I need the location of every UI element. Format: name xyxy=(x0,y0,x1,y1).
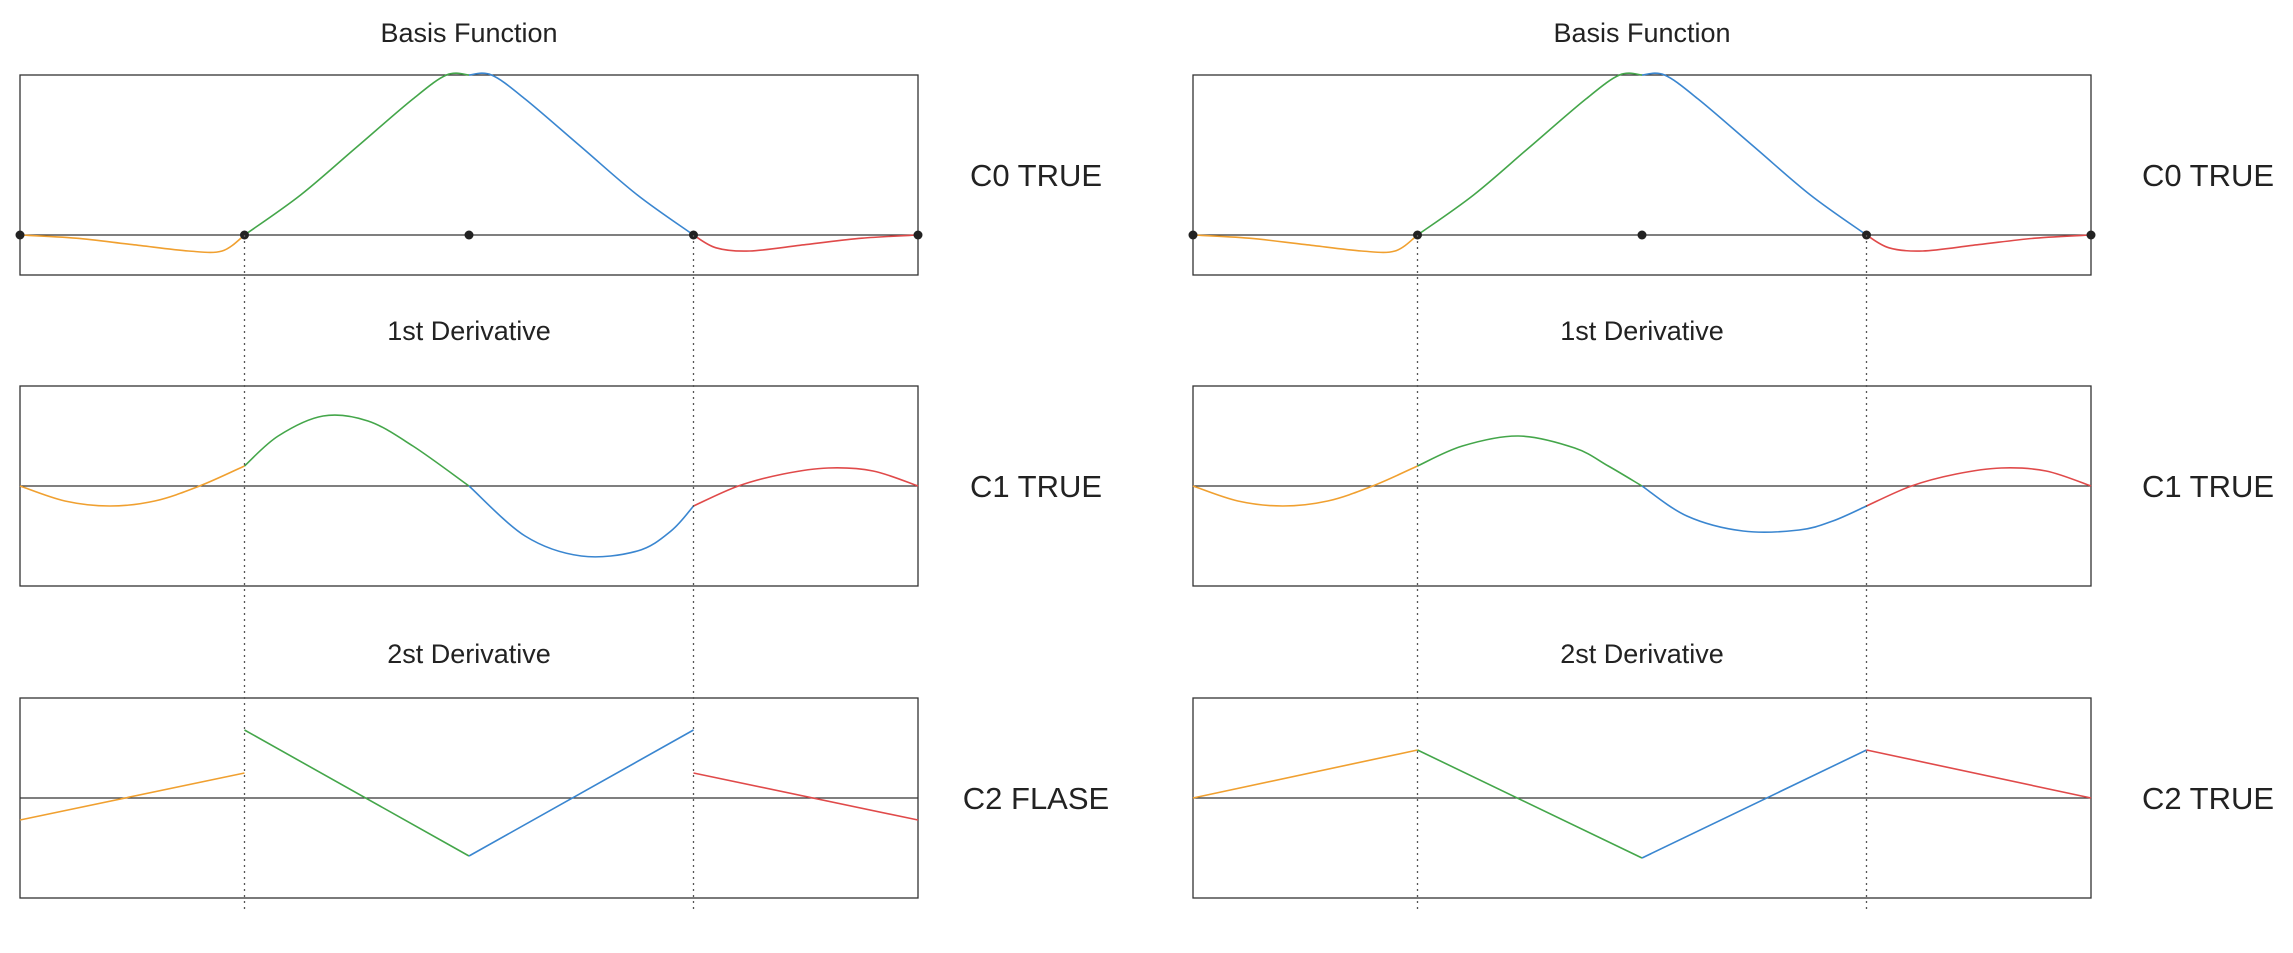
curve-segment-2 xyxy=(1417,72,1643,236)
curve-segment-3 xyxy=(1641,72,1867,236)
curve-segment-3 xyxy=(468,72,694,236)
curve-segment-4 xyxy=(1866,467,2092,507)
curve-segment-4 xyxy=(1866,234,2092,252)
plot-frame xyxy=(19,74,919,276)
row-1: Basis Function C0 TRUE xyxy=(1188,18,2274,276)
curve-segment-1 xyxy=(19,234,245,254)
continuity-label: C2 FLASE xyxy=(963,781,1109,816)
curve-segment-2 xyxy=(243,414,470,487)
curve-segment-1 xyxy=(19,465,245,507)
knot-point xyxy=(2086,230,2096,240)
knot-point xyxy=(1637,230,1647,240)
curve-segment-4 xyxy=(693,467,919,507)
panel-right: Basis Function C0 TRUE 1st Derivative C1 TR… xyxy=(1188,18,2274,912)
curve-segment-4 xyxy=(693,234,919,252)
panel-left: Basis Function C0 TRUE 1st Derivative C1 TR… xyxy=(15,18,1109,912)
curve-segment-1 xyxy=(1192,465,1418,507)
row-3: 2st Derivative C2 TRUE xyxy=(1192,639,2274,899)
knot-point xyxy=(913,230,923,240)
plot-title: Basis Function xyxy=(380,18,557,48)
curve-segment-3 xyxy=(468,485,695,558)
continuity-label: C0 TRUE xyxy=(2142,158,2274,193)
row-1: Basis Function C0 TRUE xyxy=(15,18,1102,276)
row-2: 1st Derivative C1 TRUE xyxy=(1192,316,2274,587)
plot-frame xyxy=(1192,74,2092,276)
curve-segment-1 xyxy=(1192,749,1418,799)
row-3: 2st Derivative C2 FLASE xyxy=(19,639,1109,899)
knot-point xyxy=(464,230,474,240)
knot-point xyxy=(15,230,25,240)
plot-title: 1st Derivative xyxy=(387,316,551,346)
continuity-label: C1 TRUE xyxy=(970,469,1102,504)
plot-title: 1st Derivative xyxy=(1560,316,1724,346)
plot-title: 2st Derivative xyxy=(1560,639,1724,669)
curve-segment-3 xyxy=(468,729,694,857)
curve-segment-2 xyxy=(244,72,470,236)
plot-title: Basis Function xyxy=(1553,18,1730,48)
curve-segment-2 xyxy=(244,729,470,857)
curve-segment-2 xyxy=(1417,435,1643,487)
continuity-label: C2 TRUE xyxy=(2142,781,2274,816)
curve-segment-4 xyxy=(693,772,919,821)
row-2: 1st Derivative C1 TRUE xyxy=(19,316,1102,587)
plot-title: 2st Derivative xyxy=(387,639,551,669)
continuity-label: C1 TRUE xyxy=(2142,469,2274,504)
continuity-label: C0 TRUE xyxy=(970,158,1102,193)
curve-segment-3 xyxy=(1641,485,1867,533)
curve-segment-1 xyxy=(19,772,245,821)
curve-segment-1 xyxy=(1192,234,1418,254)
curve-segment-3 xyxy=(1641,749,1867,859)
curve-segment-4 xyxy=(1866,749,2092,799)
curve-segment-2 xyxy=(1417,749,1643,859)
knot-point xyxy=(1188,230,1198,240)
